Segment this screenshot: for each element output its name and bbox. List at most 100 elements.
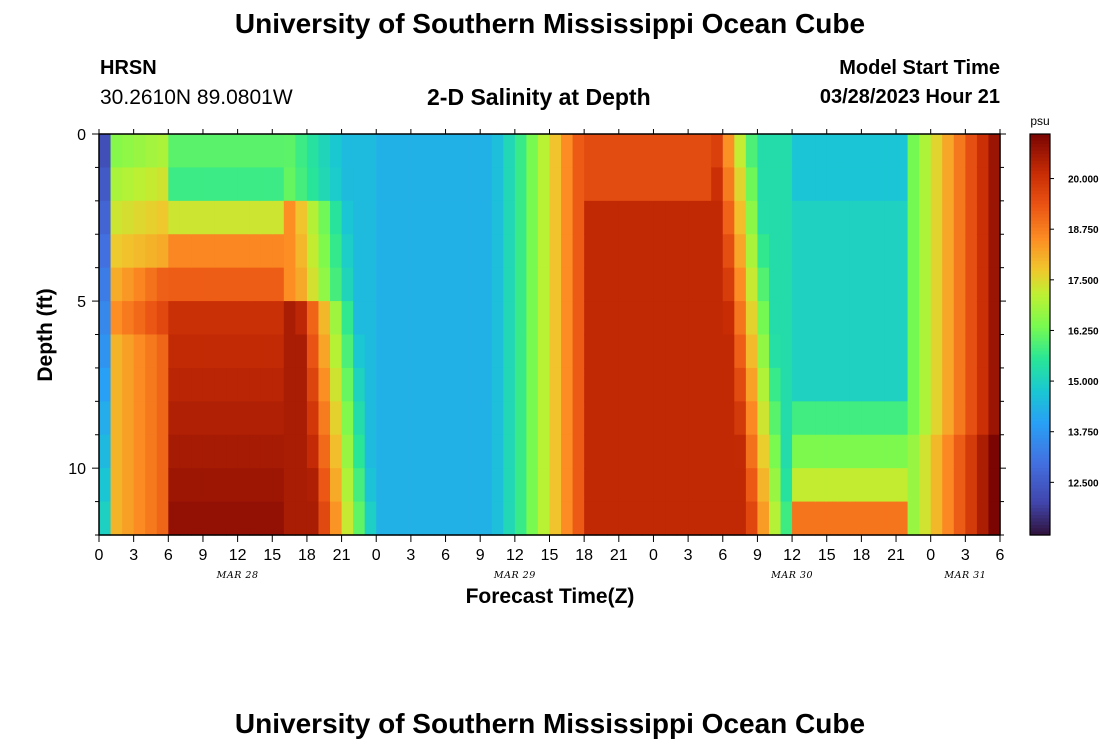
- heat-cell: [757, 234, 770, 269]
- colorbar-band: [1030, 361, 1050, 366]
- heat-cell: [480, 267, 493, 302]
- heat-cell: [780, 167, 793, 202]
- heat-cell: [214, 200, 227, 235]
- colorbar-tick-label: 15.000: [1068, 377, 1099, 388]
- heat-cell: [387, 468, 400, 503]
- heat-cell: [595, 167, 608, 202]
- heat-cell: [919, 501, 932, 536]
- colorbar-band: [1030, 257, 1050, 262]
- heat-cell: [745, 334, 759, 369]
- heat-cell: [942, 301, 955, 336]
- heat-cell: [249, 234, 262, 269]
- heat-cell: [618, 134, 631, 169]
- heat-cell: [260, 367, 273, 402]
- heat-cell: [745, 401, 759, 436]
- heat-cell: [306, 167, 320, 202]
- heat-cell: [988, 334, 1001, 369]
- heat-cell: [249, 301, 262, 336]
- heat-cell: [803, 401, 816, 436]
- heat-cell: [965, 167, 978, 202]
- heat-cell: [976, 301, 990, 336]
- x-tick-label: 9: [476, 547, 485, 564]
- heat-cell: [711, 267, 724, 302]
- heat-cell: [122, 367, 135, 402]
- heat-cell: [815, 468, 828, 503]
- heat-cell: [930, 267, 943, 302]
- heat-cell: [815, 401, 828, 436]
- heat-cell: [260, 234, 273, 269]
- heat-cell: [896, 267, 909, 302]
- heat-cell: [907, 301, 920, 336]
- heat-cell: [410, 301, 424, 336]
- heat-cell: [445, 334, 458, 369]
- heat-cell: [930, 200, 943, 235]
- heat-cell: [433, 468, 447, 503]
- heat-cell: [145, 401, 158, 436]
- heat-cell: [168, 167, 181, 202]
- heat-cell: [145, 434, 158, 469]
- heat-cell: [503, 468, 516, 503]
- heat-cell: [907, 200, 920, 235]
- heat-cell: [457, 267, 470, 302]
- heat-cell: [896, 468, 909, 503]
- heat-cell: [815, 334, 828, 369]
- heat-cell: [688, 367, 701, 402]
- heat-cell: [896, 167, 909, 202]
- heat-cell: [341, 501, 354, 536]
- heat-cell: [653, 334, 666, 369]
- heat-cell: [872, 334, 886, 369]
- heat-cell: [699, 501, 712, 536]
- heat-cell: [930, 234, 943, 269]
- heat-cell: [179, 301, 193, 336]
- heat-cell: [249, 334, 262, 369]
- colorbar-band: [1030, 240, 1050, 245]
- colorbar-band: [1030, 324, 1050, 329]
- heat-cell: [503, 401, 516, 436]
- heat-cell: [226, 267, 239, 302]
- heat-cell: [410, 501, 424, 536]
- heat-cell: [422, 367, 435, 402]
- heat-cell: [145, 301, 158, 336]
- heat-cell: [584, 267, 597, 302]
- colorbar-band: [1030, 434, 1050, 439]
- heat-cell: [722, 468, 735, 503]
- colorbar-band: [1030, 408, 1050, 412]
- heat-cell: [226, 401, 239, 436]
- colorbar-band: [1030, 531, 1050, 536]
- colorbar-band: [1030, 291, 1050, 295]
- heat-cell: [965, 234, 978, 269]
- heat-cell: [665, 501, 678, 536]
- heat-cell: [745, 134, 759, 169]
- heat-cell: [872, 234, 886, 269]
- heat-cell: [202, 267, 216, 302]
- y-tick-label: 0: [77, 127, 86, 144]
- heat-cell: [630, 234, 643, 269]
- heat-cell: [780, 367, 793, 402]
- heat-cell: [872, 167, 886, 202]
- heat-cell: [745, 301, 759, 336]
- heat-cell: [630, 468, 643, 503]
- heat-cell: [792, 367, 805, 402]
- plot-title: 2-D Salinity at Depth: [427, 84, 651, 110]
- heat-cell: [110, 334, 123, 369]
- heat-cell: [792, 134, 805, 169]
- heat-cell: [792, 301, 805, 336]
- heat-cell: [237, 167, 250, 202]
- heat-cell: [202, 367, 216, 402]
- heat-cell: [179, 334, 193, 369]
- colorbar-band: [1030, 277, 1050, 282]
- heat-cell: [318, 167, 331, 202]
- colorbar-tick-label: 16.250: [1068, 326, 1099, 337]
- heat-cell: [826, 200, 839, 235]
- colorbar-band: [1030, 381, 1050, 386]
- heat-cell: [445, 167, 458, 202]
- heat-cell: [653, 134, 666, 169]
- heat-cell: [122, 267, 135, 302]
- heat-cell: [433, 367, 447, 402]
- heat-cell: [179, 234, 193, 269]
- heat-cell: [99, 367, 112, 402]
- heat-cell: [457, 367, 470, 402]
- heat-cell: [249, 200, 262, 235]
- heat-cell: [826, 267, 839, 302]
- heat-cell: [330, 301, 343, 336]
